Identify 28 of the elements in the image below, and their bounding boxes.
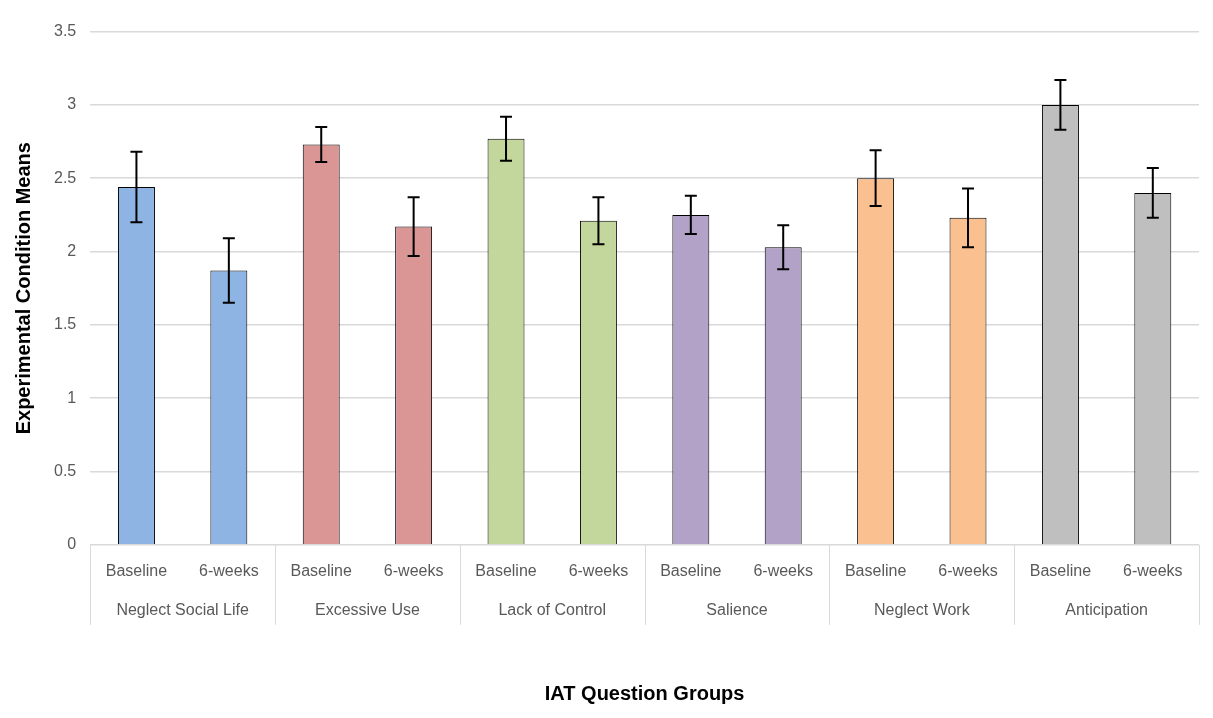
y-tick-label: 2.5 [53,168,77,186]
y-tick-label: 0.5 [53,461,77,479]
text: 6-weeks [383,562,444,580]
y-tick-label: 3.5 [53,22,77,40]
x-tick-label: Neglect Social Life [116,600,249,618]
x-tick-label: Neglect Work [873,600,971,618]
series-label: 6-weeks [753,562,813,580]
y-tick-label: 2 [67,241,77,259]
series-label: Baseline [1029,562,1092,580]
x-tick-label: Lack of Control [498,600,607,618]
text: 6-weeks [199,562,259,580]
x-tick-label: Salience [706,600,768,618]
y-axis-title: Experimental Condition Means [11,142,34,435]
text: 6-weeks [938,562,998,580]
text: 6-weeks [1123,562,1183,580]
y-tick-label: 1 [67,388,77,406]
y-tick-label: 3 [67,95,77,113]
text: 6-weeks [568,562,629,580]
x-tick-label: Excessive Use [314,600,420,618]
text: Baseline [475,562,537,580]
text: Baseline [290,562,352,580]
y-tick-label: 0 [67,535,77,553]
y-tick-label: 1.5 [53,315,77,333]
text: Baseline [660,562,722,580]
text: Baseline [105,562,168,580]
x-tick-label: Anticipation [1065,600,1148,618]
x-axis-title: IAT Question Groups [544,681,745,704]
text: Baseline [844,562,907,580]
